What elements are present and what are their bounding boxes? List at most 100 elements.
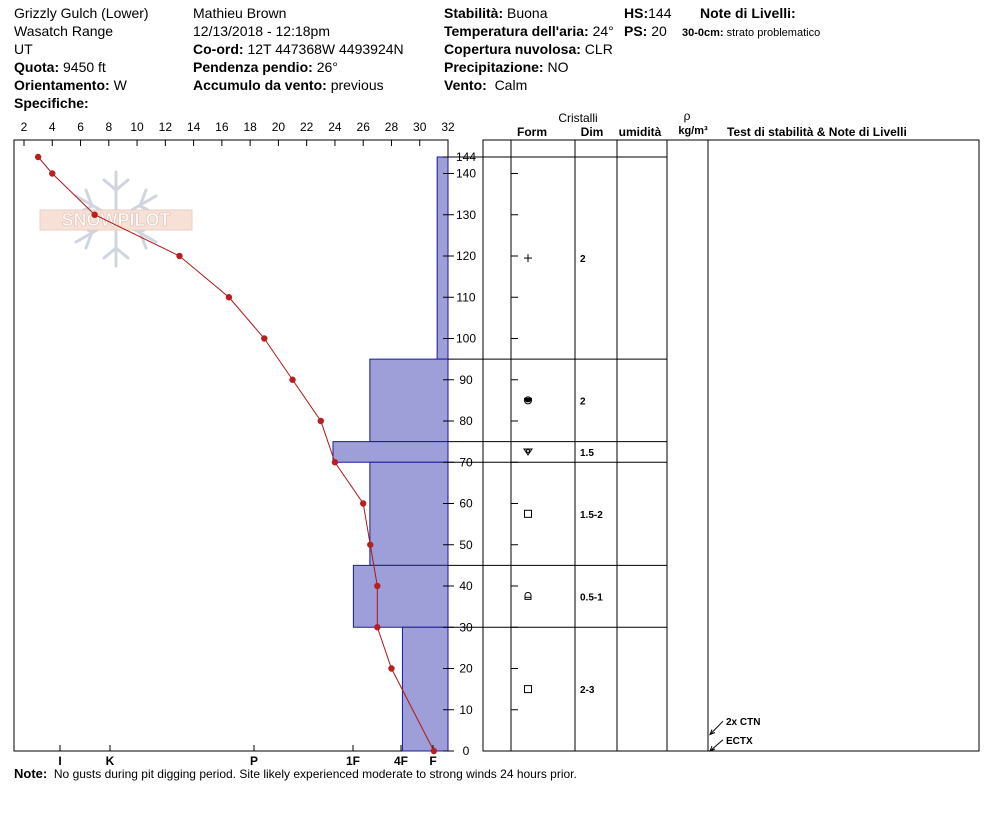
wind-loading: Accumulo da vento: previous (193, 76, 384, 94)
layer-note-text: strato problematico (726, 27, 821, 39)
wind-value: Calm (494, 77, 528, 93)
mountain-range: Wasatch Range (14, 23, 114, 39)
layer-notes-title: Note di Livelli: (700, 5, 796, 21)
hardness-label-I: I (58, 754, 61, 768)
hs-value: 144 (648, 5, 672, 21)
temperature-point-70 (331, 459, 339, 466)
crystal-table (482, 139, 980, 752)
hardness-label-P: P (250, 754, 258, 768)
wind-label: Vento: (444, 77, 487, 93)
note-label: Note: (14, 766, 48, 781)
stability: Stabilità: Buona (444, 4, 548, 22)
layer-note: 30-0cm: strato problematico (682, 24, 820, 42)
crystal-form-2 (523, 448, 533, 456)
temperature-point-120 (176, 252, 183, 260)
temperature-point-30 (374, 624, 381, 631)
elevation: Quota: 9450 ft (14, 58, 106, 76)
aspect-label: Orientamento: (14, 77, 110, 93)
humidity-header: umidità (619, 125, 662, 139)
stability-label: Stabilità: (444, 5, 504, 21)
wind-load-value: previous (330, 77, 384, 93)
stability-test-arrow-1 (709, 739, 724, 752)
date-time: 12/13/2018 - 12:18pm (193, 23, 330, 39)
slope-label: Pendenza pendio: (193, 59, 313, 75)
aspect: Orientamento: W (14, 76, 127, 94)
depth-tick-label-110: 110 (456, 290, 475, 304)
hs-label: HS: (624, 5, 649, 21)
form-header: Form (517, 125, 547, 139)
depth-tick-label-140: 140 (456, 167, 476, 181)
density-symbol-header: ρ (684, 109, 691, 123)
sky-cover: Copertura nuvolosa: CLR (444, 40, 613, 58)
temp-tick-label-8: 8 (105, 120, 112, 134)
stability-test-label-0: 2x CTN (726, 717, 760, 728)
aspect-value: W (113, 77, 127, 93)
hardness-bar-4 (352, 564, 449, 628)
slope-angle: Pendenza pendio: 26° (193, 58, 338, 76)
sky-label: Copertura nuvolosa: (444, 41, 581, 57)
crystal-size-1: 2 (580, 396, 586, 407)
hardness-bar-3 (369, 461, 449, 566)
snowpilot-logo: SNOWPILOT (39, 170, 193, 268)
depth-tick-label-10: 10 (459, 703, 473, 717)
precip-value: NO (547, 59, 569, 75)
dim-header: Dim (581, 125, 604, 139)
crystal-form-0 (524, 254, 532, 263)
temperature-point-20 (388, 665, 395, 672)
temperature-point-80 (317, 417, 324, 425)
elevation-value: 9450 ft (63, 59, 106, 75)
wind-load-label: Accumulo da vento: (193, 77, 327, 93)
air-temp-value: 24° (592, 23, 614, 39)
depth-tick-label-130: 130 (456, 208, 476, 222)
crystal-form-5 (524, 685, 532, 694)
sky-value: CLR (584, 41, 613, 57)
temp-tick-label-20: 20 (272, 120, 286, 134)
hardness-label-4F: 4F (394, 754, 408, 768)
precip-label: Precipitazione: (444, 59, 544, 75)
state: UT (14, 41, 33, 57)
temperature-point-100 (261, 335, 268, 342)
note-text: No gusts during pit digging period. Site… (53, 767, 577, 781)
ps-label: PS: (624, 23, 648, 39)
temperature-point-90 (289, 376, 296, 383)
specifics: Specifiche: (14, 94, 89, 112)
crystal-size-5: 2-3 (580, 685, 595, 696)
temp-tick-label-28: 28 (385, 120, 399, 134)
crystal-size-0: 2 (580, 254, 586, 265)
logo-text: SNOWPILOT (62, 210, 171, 230)
depth-tick-label-20: 20 (459, 662, 473, 676)
stability-test-arrow-0 (709, 720, 724, 736)
temp-tick-label-10: 10 (130, 120, 144, 134)
temperature-point-140 (49, 170, 56, 177)
temperature-point-144 (34, 153, 42, 161)
crystal-form-3 (524, 509, 532, 518)
depth-tick-label-40: 40 (459, 579, 473, 593)
stability-value: Buona (507, 5, 548, 21)
temp-tick-label-24: 24 (328, 120, 342, 134)
temperature-point-50 (367, 541, 374, 548)
wind: Vento: Calm (444, 76, 527, 94)
crystal-size-4: 0.5-1 (580, 592, 603, 603)
depth-tick-label-120: 120 (456, 249, 476, 263)
air-temperature: Temperatura dell'aria: 24° (444, 22, 614, 40)
temp-tick-label-22: 22 (300, 120, 314, 134)
temp-tick-label-4: 4 (49, 120, 56, 134)
depth-tick-label-100: 100 (456, 332, 476, 346)
temperature-point-60 (360, 500, 367, 507)
crystal-form-1 (523, 396, 533, 405)
temp-tick-label-18: 18 (243, 120, 257, 134)
temperature-point-40 (374, 582, 381, 590)
depth-tick-label-60: 60 (459, 497, 473, 511)
density-unit-header: kg/m³ (678, 125, 708, 137)
air-temp-label: Temperatura dell'aria: (444, 23, 589, 39)
crystals-header: Cristalli (558, 111, 597, 125)
hardness-bar-5 (401, 626, 449, 752)
temp-tick-label-14: 14 (187, 120, 201, 134)
temp-tick-label-32: 32 (441, 120, 455, 134)
layer-note-depth: 30-0cm: (682, 27, 724, 39)
coordinates: Co-ord: 12T 447368W 4493924N (193, 40, 404, 58)
stability-notes-header: Test di stabilità & Note di Livelli (727, 125, 907, 139)
coord-label: Co-ord: (193, 41, 244, 57)
hardness-bar-0 (436, 156, 449, 360)
